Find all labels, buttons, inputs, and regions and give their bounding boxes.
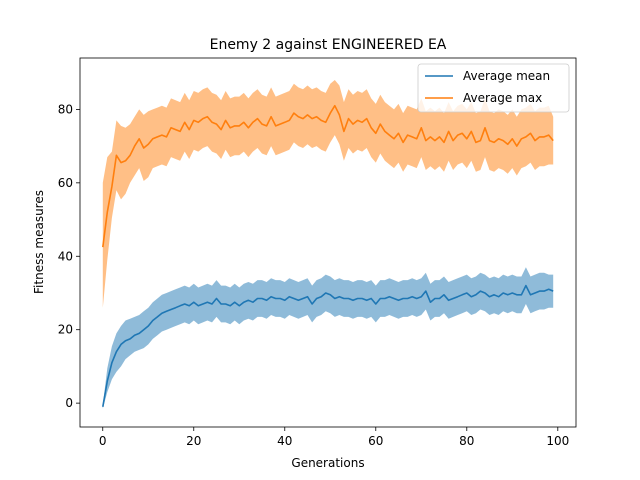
x-axis-label: Generations: [291, 456, 364, 470]
y-tick-label: 0: [65, 396, 73, 410]
y-tick-label: 20: [58, 323, 73, 337]
x-tick-label: 20: [186, 434, 201, 448]
x-tick-label: 60: [368, 434, 383, 448]
chart-title: Enemy 2 against ENGINEERED EA: [210, 37, 447, 53]
x-axis-ticks: 0 20 40 60 80 100: [99, 427, 569, 448]
average-max-line: [102, 104, 554, 248]
legend-label-average-max: Average max: [463, 91, 542, 105]
y-axis-label: Fitness measures: [32, 190, 46, 294]
average-mean-band: [102, 267, 554, 409]
legend-frame: [417, 63, 570, 113]
y-axis-ticks: 0 20 40 60 80: [58, 102, 80, 410]
series-lines: [102, 104, 554, 407]
average-max-band: [102, 80, 554, 308]
x-tick-label: 0: [99, 434, 107, 448]
x-tick-label: 40: [277, 434, 292, 448]
plot-area-frame: [79, 57, 577, 428]
x-tick-label: 100: [546, 434, 569, 448]
average-mean-line: [102, 284, 554, 407]
x-tick-label: 80: [459, 434, 474, 448]
y-tick-label: 60: [58, 176, 73, 190]
y-tick-label: 80: [58, 102, 73, 116]
y-tick-label: 40: [58, 249, 73, 263]
legend-label-average-mean: Average mean: [463, 69, 550, 83]
legend: Average mean Average max: [417, 63, 570, 113]
confidence-bands: [102, 80, 554, 409]
